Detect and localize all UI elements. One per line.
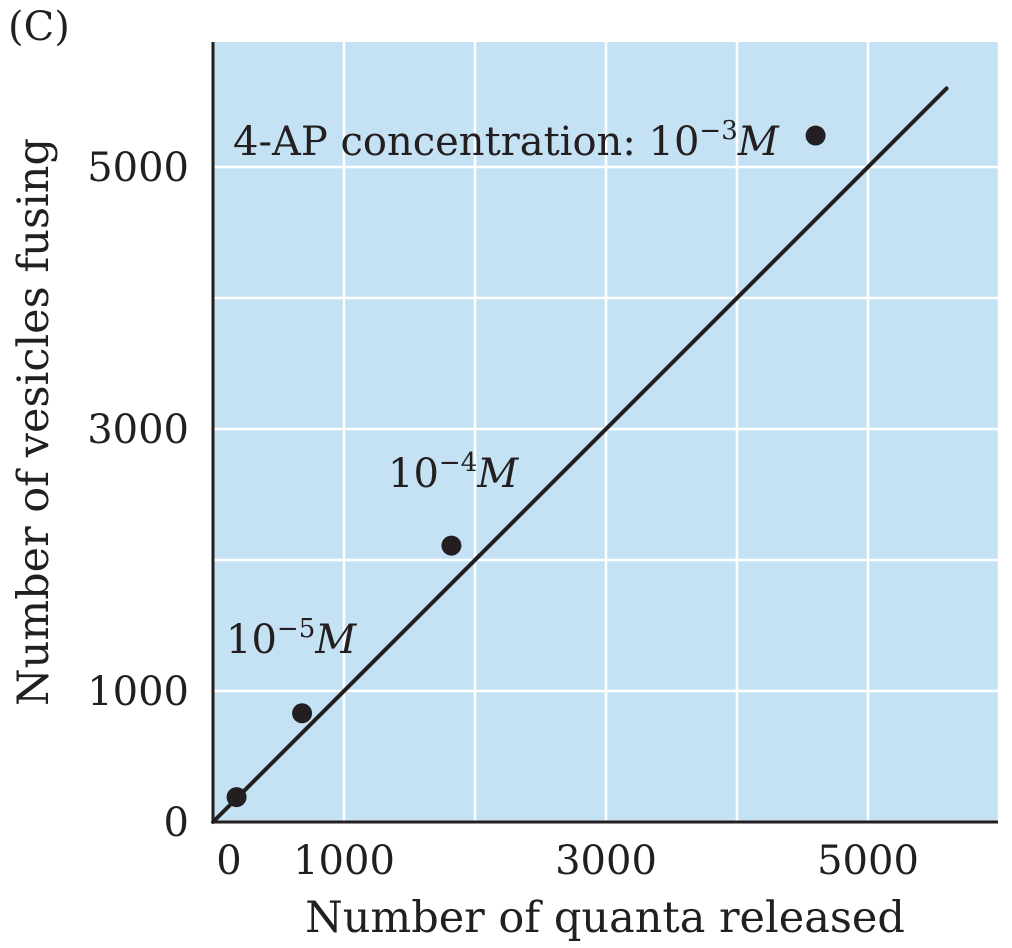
data-point-3 <box>441 535 462 556</box>
annotation-1e-3: 4-AP concentration: 10−3M <box>233 116 780 165</box>
x-axis-title: Number of quanta released <box>305 893 905 943</box>
y-tick-labels: 0 1000 3000 5000 <box>87 145 189 846</box>
data-points <box>226 125 826 808</box>
annotation-1e-5: 10−5M <box>226 614 357 663</box>
x-tick-labels: 0 1000 3000 5000 <box>216 838 919 884</box>
x-tick-label: 1000 <box>293 838 395 884</box>
y-axis-title: Number of vesicles fusing <box>9 138 59 706</box>
fit-line <box>211 86 949 824</box>
y-tick-label: 5000 <box>87 145 189 191</box>
annotation-1e-4: 10−4M <box>388 448 519 497</box>
vertical-gridlines <box>342 42 1001 822</box>
y-tick-label: 0 <box>164 800 189 846</box>
x-tick-label: 0 <box>216 838 241 884</box>
data-point-1 <box>226 787 247 808</box>
y-tick-label: 1000 <box>87 669 189 715</box>
x-tick-label: 5000 <box>817 838 919 884</box>
y-tick-label: 3000 <box>87 407 189 453</box>
x-tick-label: 3000 <box>555 838 657 884</box>
data-point-4 <box>805 125 826 146</box>
data-point-2 <box>292 703 313 724</box>
panel-label: (C) <box>8 4 70 50</box>
